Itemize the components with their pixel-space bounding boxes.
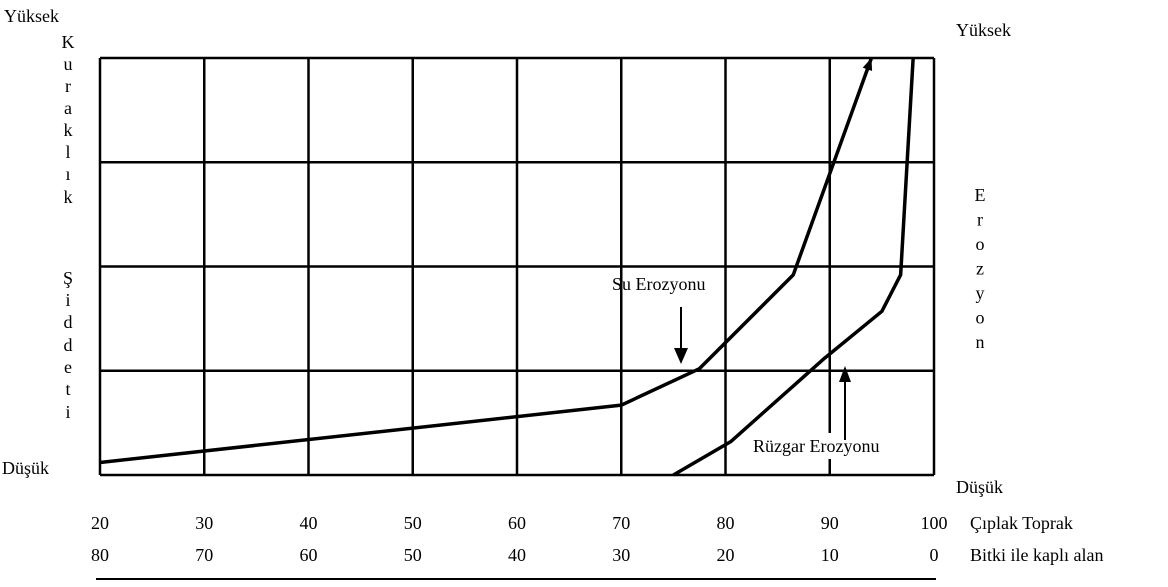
left-axis-title-letter: K — [62, 32, 75, 52]
right-axis-title-letter: n — [976, 332, 985, 352]
left-axis-top-label: Yüksek — [4, 6, 59, 26]
left-axis-title-letter: Ş — [63, 268, 73, 288]
x-tick-label-secondary: 30 — [612, 545, 630, 565]
x-tick-label-primary: 60 — [508, 513, 526, 533]
x-tick-label-secondary: 20 — [717, 545, 735, 565]
ruzgar-erozyonu-line — [672, 57, 915, 477]
x-tick-label-secondary: 40 — [508, 545, 526, 565]
su-erozyonu-annotation-label: Su Erozyonu — [612, 274, 706, 294]
left-axis-title-letter: l — [65, 142, 70, 162]
right-axis-title-letter: z — [976, 259, 984, 279]
left-axis-title-letter: i — [65, 290, 70, 310]
x-tick-label-primary: 100 — [921, 513, 948, 533]
su-erozyonu-arrowhead — [674, 348, 688, 364]
left-axis-title-letter: d — [64, 335, 73, 355]
left-axis-title-letter: e — [64, 357, 72, 377]
left-axis-title-letter: r — [65, 76, 71, 96]
su-erozyonu-arrowhead — [862, 58, 873, 71]
x-tick-label-secondary: 60 — [300, 545, 318, 565]
right-axis-title-letter: o — [976, 234, 985, 254]
left-axis-title-letter: k — [64, 120, 73, 140]
left-axis-title-letter: ı — [65, 164, 70, 184]
x-tick-label-secondary: 50 — [404, 545, 422, 565]
ruzgar-erozyonu-arrowhead — [839, 366, 851, 382]
right-axis-top-label: Yüksek — [956, 20, 1011, 40]
left-axis-title-letter: i — [65, 402, 70, 422]
left-axis-bottom-label: Düşük — [2, 458, 49, 478]
right-axis-title: Erozyon — [975, 185, 986, 352]
left-axis-title-letter: d — [64, 312, 73, 332]
grid — [98, 56, 936, 477]
x-tick-label-primary: 20 — [91, 513, 109, 533]
left-axis-title-letter: a — [64, 98, 72, 118]
x-tick-label-primary: 40 — [300, 513, 318, 533]
x-tick-label-primary: 50 — [404, 513, 422, 533]
right-axis-title-letter: E — [975, 185, 986, 205]
annotations: Su Erozyonu Rüzgar Erozyonu — [612, 274, 930, 459]
x-tick-label-primary: 90 — [821, 513, 839, 533]
x-axis-primary-label: Çıplak Toprak — [970, 513, 1073, 533]
axis-labels: Yüksek Düşük Yüksek Düşük Çıplak Toprak … — [2, 6, 1103, 565]
left-axis-title-letter: u — [64, 54, 73, 74]
x-tick-label-primary: 70 — [612, 513, 630, 533]
left-axis-title-letter: k — [64, 187, 73, 207]
ruzgar-erozyonu-annotation-label: Rüzgar Erozyonu — [753, 436, 879, 456]
x-tick-label-secondary: 0 — [930, 545, 939, 565]
right-axis-title-letter: o — [976, 308, 985, 328]
x-axis-secondary-label: Bitki ile kaplı alan — [970, 545, 1103, 565]
left-axis-title-letter: t — [65, 379, 70, 399]
x-tick-label-secondary: 10 — [821, 545, 839, 565]
x-tick-label-secondary: 70 — [195, 545, 213, 565]
right-axis-title-letter: y — [976, 283, 985, 303]
right-axis-bottom-label: Düşük — [956, 477, 1003, 497]
x-tick-label-primary: 30 — [195, 513, 213, 533]
x-tick-label-primary: 80 — [717, 513, 735, 533]
series-lines — [99, 57, 915, 477]
right-axis-title-letter: r — [977, 210, 983, 230]
su-erozyonu-line — [99, 57, 874, 465]
x-tick-label-secondary: 80 — [91, 545, 109, 565]
rüzgar-erozyonu-label-bg — [750, 433, 930, 459]
